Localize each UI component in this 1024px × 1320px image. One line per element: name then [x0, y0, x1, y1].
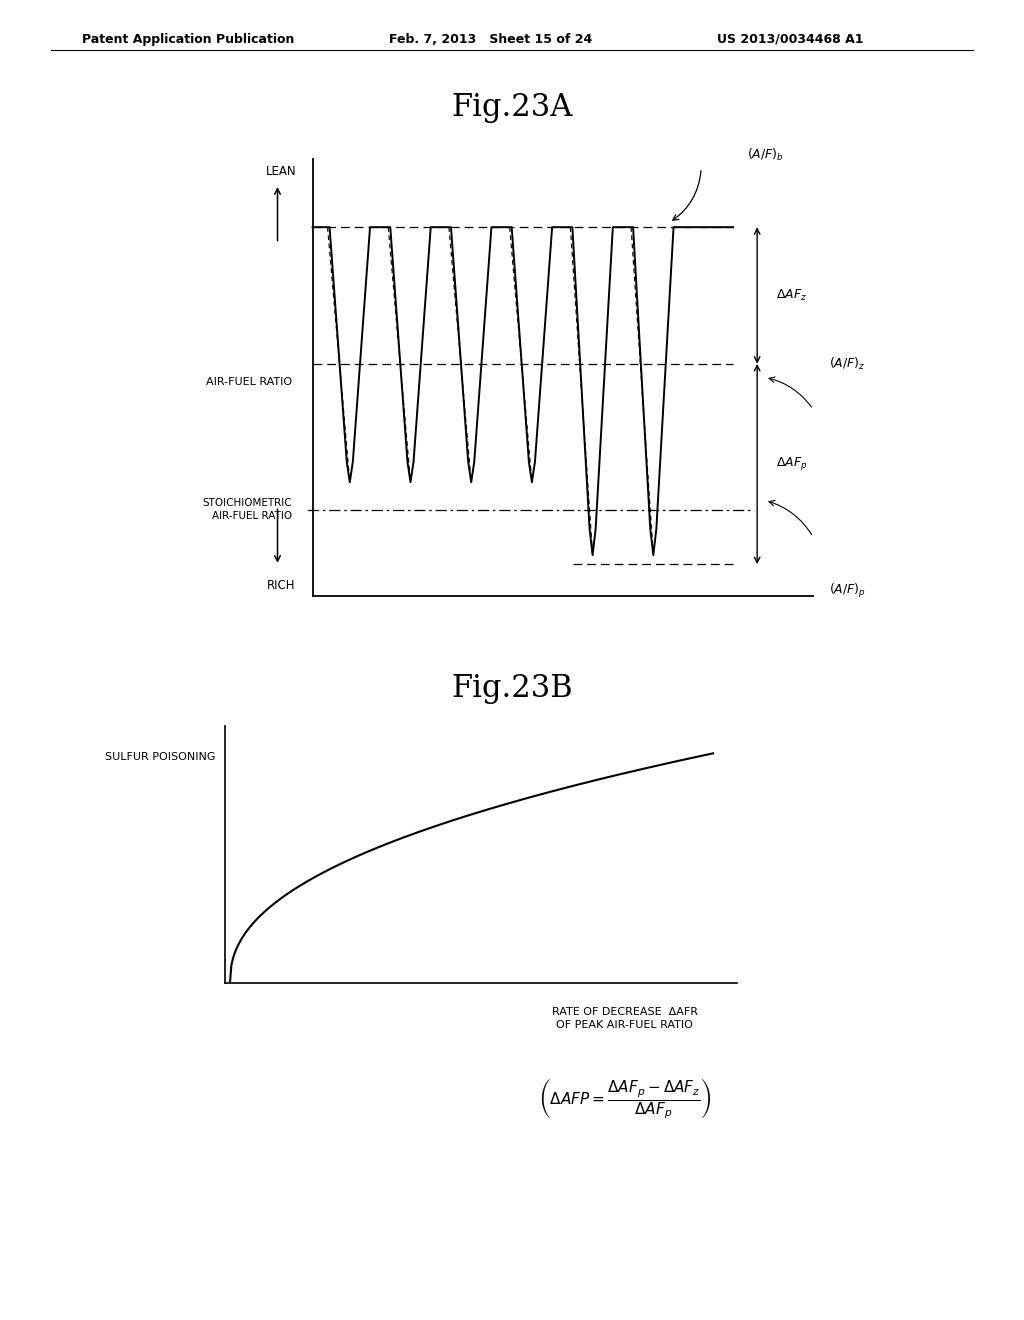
Text: US 2013/0034468 A1: US 2013/0034468 A1	[717, 33, 863, 46]
Text: $(A/F)_b$: $(A/F)_b$	[746, 147, 783, 162]
Text: $\left(\Delta AFP=\dfrac{\Delta AF_p-\Delta AF_z}{\Delta AF_p}\right)$: $\left(\Delta AFP=\dfrac{\Delta AF_p-\De…	[538, 1076, 712, 1121]
Text: $\Delta AF_z$: $\Delta AF_z$	[775, 288, 807, 304]
Text: RATE OF DECREASE  ΔAFR
OF PEAK AIR-FUEL RATIO: RATE OF DECREASE ΔAFR OF PEAK AIR-FUEL R…	[552, 1007, 697, 1031]
Text: Feb. 7, 2013   Sheet 15 of 24: Feb. 7, 2013 Sheet 15 of 24	[389, 33, 592, 46]
Text: AIR-FUEL RATIO: AIR-FUEL RATIO	[206, 378, 292, 387]
Text: STOICHIOMETRIC
AIR-FUEL RATIO: STOICHIOMETRIC AIR-FUEL RATIO	[202, 499, 292, 520]
Text: Fig.23B: Fig.23B	[452, 673, 572, 704]
Text: $(A/F)_z$: $(A/F)_z$	[828, 356, 865, 372]
Text: Fig.23A: Fig.23A	[452, 92, 572, 123]
Text: SULFUR POISONING: SULFUR POISONING	[104, 752, 215, 762]
Text: $(A/F)_p$: $(A/F)_p$	[828, 582, 866, 599]
Text: $\Delta AF_p$: $\Delta AF_p$	[775, 455, 807, 473]
Text: LEAN: LEAN	[266, 165, 297, 177]
Text: RICH: RICH	[267, 579, 296, 591]
Text: Patent Application Publication: Patent Application Publication	[82, 33, 294, 46]
